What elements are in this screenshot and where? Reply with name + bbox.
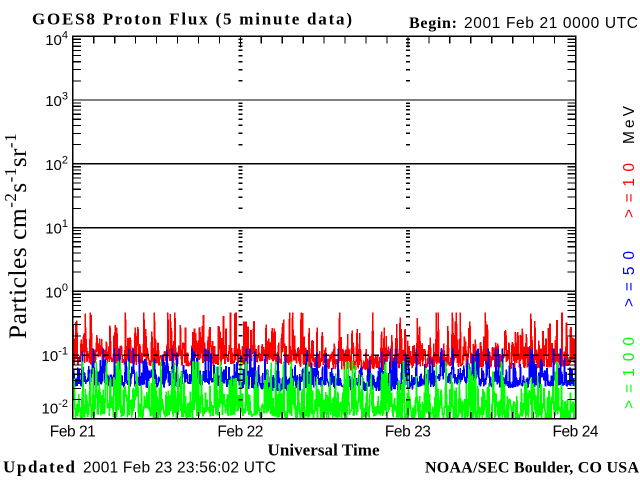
svg-text:Feb 23: Feb 23: [385, 424, 431, 441]
svg-text:Universal Time: Universal Time: [268, 441, 380, 460]
svg-text:Feb 22: Feb 22: [217, 424, 263, 441]
svg-text:NOAA/SEC Boulder, CO USA: NOAA/SEC Boulder, CO USA: [425, 460, 639, 477]
svg-text:2001 Feb 21 0000 UTC: 2001 Feb 21 0000 UTC: [464, 15, 638, 32]
svg-text:>=100: >=100: [621, 337, 638, 409]
svg-text:Begin:: Begin:: [409, 15, 457, 32]
svg-text:Particles cm-2s-1sr-1: Particles cm-2s-1sr-1: [1, 133, 32, 339]
svg-text:GOES8 Proton Flux (5 minute da: GOES8 Proton Flux (5 minute data): [32, 10, 352, 29]
svg-text:2001 Feb 23 23:56:02 UTC: 2001 Feb 23 23:56:02 UTC: [83, 460, 276, 477]
svg-text:Updated: Updated: [3, 458, 76, 477]
svg-text:Feb 24: Feb 24: [553, 424, 599, 441]
svg-text:MeV: MeV: [621, 105, 638, 144]
svg-text:Feb 21: Feb 21: [50, 424, 96, 441]
